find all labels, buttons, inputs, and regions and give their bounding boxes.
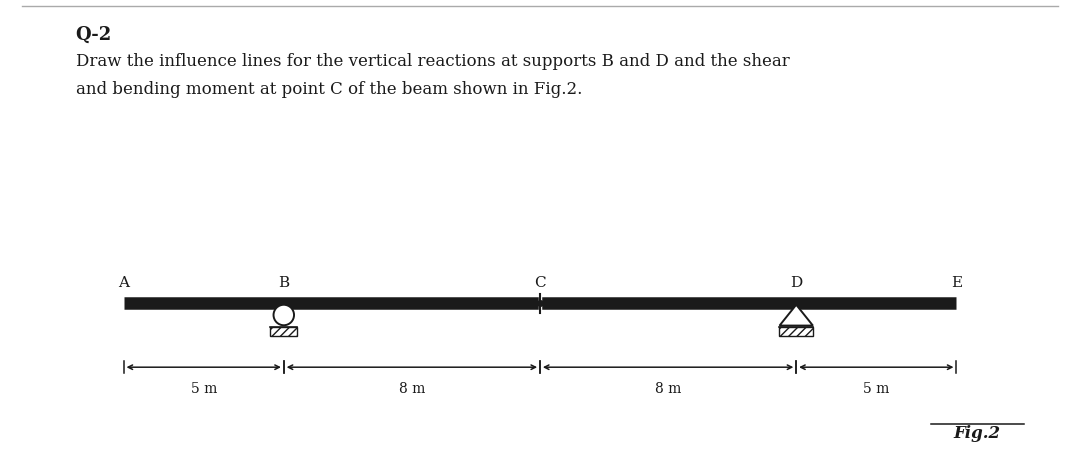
Text: A: A <box>118 275 130 289</box>
Bar <box>780 327 813 337</box>
Text: Draw the influence lines for the vertical reactions at supports B and D and the : Draw the influence lines for the vertica… <box>76 53 789 70</box>
Text: E: E <box>950 275 962 289</box>
Text: and bending moment at point C of the beam shown in Fig.2.: and bending moment at point C of the bea… <box>76 81 582 98</box>
Text: B: B <box>279 275 289 289</box>
Circle shape <box>273 305 294 325</box>
Text: 5 m: 5 m <box>190 381 217 395</box>
Polygon shape <box>780 305 813 326</box>
Text: 8 m: 8 m <box>399 381 426 395</box>
Text: 8 m: 8 m <box>654 381 681 395</box>
Text: D: D <box>791 275 802 289</box>
Text: Fig.2: Fig.2 <box>954 424 1001 441</box>
Bar <box>270 327 297 336</box>
Text: 5 m: 5 m <box>863 381 890 395</box>
Text: Q-2: Q-2 <box>76 25 112 44</box>
Text: C: C <box>535 275 545 289</box>
